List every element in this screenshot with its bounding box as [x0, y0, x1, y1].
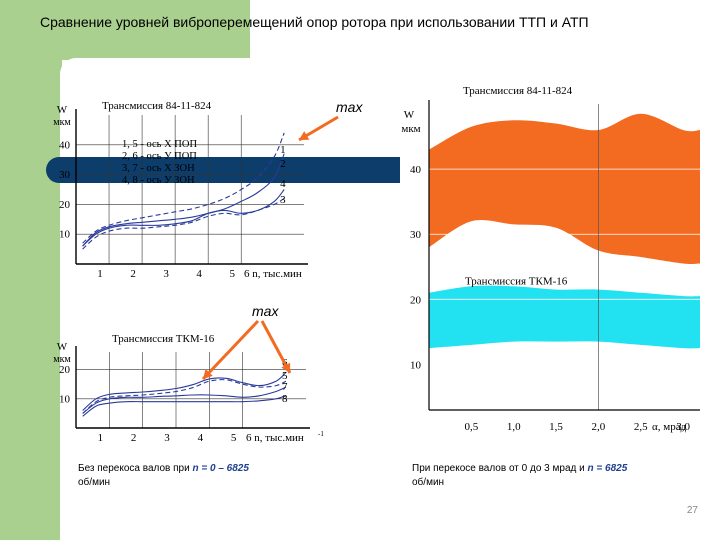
x-tick-label: 0,5	[464, 421, 478, 433]
x-axis-label: 6 n, тыс.мин	[244, 268, 302, 280]
series-line-1	[82, 132, 285, 244]
series-label-6: 6	[282, 357, 288, 369]
caption-left: Без перекоса валов при n = 0 – 6825 об/м…	[78, 462, 348, 490]
legend-entry: 2, 6 - ось У ПОП	[122, 151, 197, 162]
series-label-2: 2	[280, 158, 286, 170]
y-tick-label: 10	[410, 359, 422, 371]
series-label-7: 7	[282, 381, 288, 393]
caption-right-formula: n = 6825	[587, 463, 628, 474]
series-label-8: 8	[282, 393, 288, 405]
x-tick-label: 2,5	[634, 421, 648, 433]
header-decoration	[0, 0, 250, 60]
caption-left-prefix: Без перекоса валов при	[78, 463, 193, 474]
series-name-2: Трансмиссия ТКМ-16	[465, 275, 568, 287]
x-tick-label: 3,0	[676, 421, 690, 433]
x-axis-label: 6 n, тыс.мин	[246, 432, 304, 444]
series-label-4: 4	[280, 178, 286, 190]
y-tick-label: 10	[59, 229, 71, 241]
series-line-7	[82, 386, 287, 414]
x-tick-label: 1	[98, 432, 104, 444]
y-axis-label-w: W	[57, 104, 68, 116]
series-label-5: 5	[282, 370, 288, 382]
y-axis-label-w: W	[57, 341, 68, 353]
legend-entry: 1, 5 - ось X ПОП	[122, 139, 197, 150]
legend-entry: 4, 8 - ось У ЗОН	[122, 175, 195, 186]
series-label-1: 1	[280, 144, 286, 156]
series-line-8	[82, 395, 287, 417]
x-tick-label: 4	[198, 432, 204, 444]
caption-left-formula: n = 0 – 6825	[192, 463, 249, 474]
y-tick-label: 40	[59, 139, 71, 151]
x-tick-label: 3	[164, 432, 170, 444]
sidebar-decoration	[0, 0, 62, 540]
x-tick-label: 1	[97, 268, 103, 280]
caption-right: При перекосе валов от 0 до 3 мрад и n = …	[412, 462, 712, 490]
y-tick-label: 20	[59, 199, 71, 211]
area-band-2	[429, 285, 700, 349]
y-axis-label-w: W	[404, 109, 415, 121]
slide-title: Сравнение уровней виброперемещений опор …	[40, 14, 589, 30]
chart-title: Трансмиссия 84-11-824	[102, 100, 212, 112]
x-tick-label: 2,0	[592, 421, 606, 433]
x-axis-label: α, мрад	[652, 421, 687, 433]
x-axis-label-sup: -1	[318, 430, 324, 438]
navy-band-decoration	[46, 157, 400, 183]
chart-title: Трансмиссия ТКМ-16	[112, 333, 215, 345]
caption-right-prefix: При перекосе валов от 0 до 3 мрад и	[412, 463, 588, 474]
x-tick-label: 2	[130, 268, 136, 280]
y-axis-label-unit: мкм	[53, 354, 71, 365]
series-line-3	[82, 197, 285, 250]
y-tick-label: 30	[410, 229, 422, 241]
series-line-6	[82, 372, 287, 411]
series-label-3: 3	[280, 194, 286, 206]
legend-entry: 3, 7 - ось X ЗОН	[122, 163, 195, 174]
y-tick-label: 40	[410, 164, 422, 176]
y-tick-label: 20	[410, 294, 422, 306]
x-tick-label: 1,0	[507, 421, 521, 433]
series-line-4	[82, 189, 285, 247]
caption-right-suffix: об/мин	[412, 477, 445, 488]
x-tick-label: 4	[196, 268, 202, 280]
y-axis-label-unit: мкм	[401, 123, 420, 135]
series-line-5	[82, 379, 287, 414]
y-tick-label: 10	[59, 393, 71, 405]
x-tick-label: 1,5	[549, 421, 563, 433]
x-tick-label: 3	[163, 268, 169, 280]
x-tick-label: 5	[229, 268, 235, 280]
x-tick-label: 2	[131, 432, 137, 444]
series-line-2	[82, 153, 285, 247]
x-tick-label: 5	[231, 432, 237, 444]
caption-left-suffix: об/мин	[78, 477, 111, 488]
y-tick-label: 30	[59, 169, 71, 181]
y-axis-label-unit: мкм	[53, 117, 71, 128]
area-band-1	[429, 113, 700, 264]
series-name-1: Трансмиссия 84-11-824	[463, 85, 573, 97]
page-number: 27	[686, 505, 698, 516]
y-tick-label: 20	[59, 364, 71, 376]
